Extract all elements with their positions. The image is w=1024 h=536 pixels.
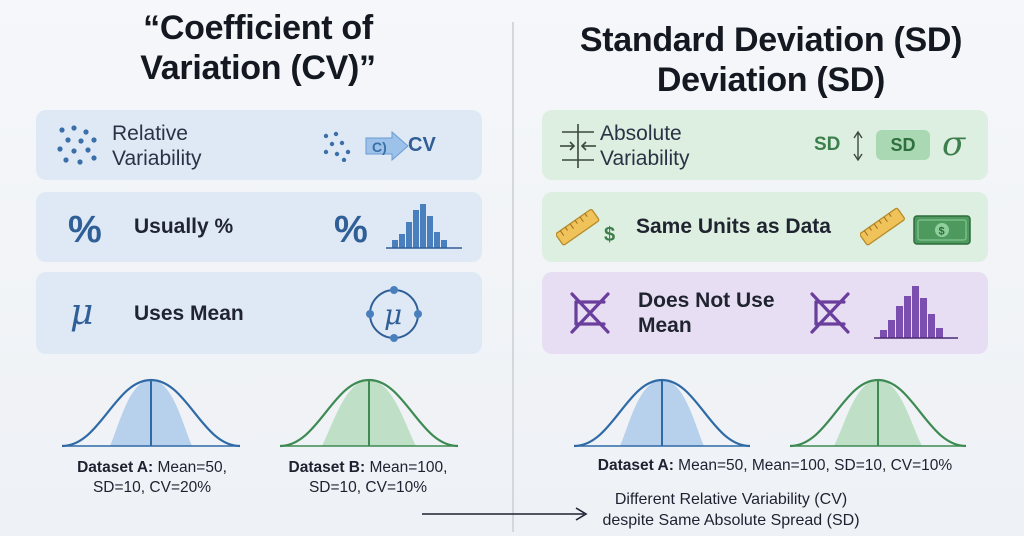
sd-range-icon <box>853 130 863 162</box>
svg-text:C): C) <box>372 139 387 155</box>
sd-box: SD <box>876 130 930 160</box>
svg-text:μ: μ <box>384 298 402 331</box>
ruler-dollar-icon <box>556 208 600 246</box>
dollar-symbol: $ <box>604 224 616 246</box>
caption-dataset-a: Dataset A: Mean=50, SD=10, CV=20% <box>77 459 227 496</box>
sigma-icon: σ <box>942 124 966 164</box>
curve-dataset-b <box>279 378 459 448</box>
spread-arrows-icon <box>560 124 596 168</box>
relative-variability-label: Relative Variability <box>112 122 202 170</box>
svg-text:%: % <box>68 209 102 248</box>
footnote: Different Relative Variability (CV) desp… <box>602 491 860 529</box>
right-title-line2: Deviation (SD) <box>656 61 886 99</box>
svg-text:%: % <box>334 209 368 248</box>
card-absolute-variability: Absolute Variability SD SD σ <box>542 110 988 180</box>
arrow-to-footnote <box>422 507 588 521</box>
uses-mean-label: Uses Mean <box>134 302 244 325</box>
percent-icon-right: % <box>334 209 368 248</box>
center-divider <box>512 22 514 532</box>
curve-dataset-a <box>61 378 241 448</box>
cv-label: CV <box>408 134 436 156</box>
sd-text: SD <box>814 134 841 155</box>
ruler-money-icon: $ <box>860 207 971 246</box>
card-same-units: $ Same Units as Data $ <box>542 192 988 262</box>
svg-text:$: $ <box>939 226 945 238</box>
curve-right-a <box>573 378 751 448</box>
histogram-icon-purple <box>874 286 958 339</box>
same-units-label: Same Units as Data <box>636 215 831 238</box>
dots-arrow-icon: C) <box>323 130 409 162</box>
absolute-variability-label: Absolute Variability <box>600 122 690 170</box>
left-title-line2: Variation (CV)” <box>140 49 376 87</box>
dots-icon <box>57 125 97 165</box>
right-title: Standard Deviation (SD) Deviation (SD) <box>532 20 1010 100</box>
card-usually-percent: % Usually % % <box>36 192 482 262</box>
card-relative-variability: Relative Variability C) CV <box>36 110 482 180</box>
mu-icon: μ <box>70 292 93 333</box>
crossed-mean-icon-right <box>810 292 850 334</box>
left-title-line1: “Coefficient of <box>143 9 373 47</box>
percent-icon: % <box>68 209 102 248</box>
caption-right-dataset: Dataset A: Mean=50, Mean=100, SD=10, CV=… <box>597 457 953 474</box>
mu-circle-icon: μ <box>366 286 422 342</box>
left-title: “Coefficient of Variation (CV)” <box>20 8 496 88</box>
usually-percent-label: Usually % <box>134 215 234 238</box>
card-does-not-use-mean: Does Not Use Mean <box>542 272 988 354</box>
caption-dataset-b: Dataset B: Mean=100, SD=10, CV=10% <box>288 459 448 496</box>
does-not-use-mean-label: Does Not Use Mean <box>638 289 775 337</box>
right-title-line1: Standard Deviation (SD) <box>579 21 963 59</box>
crossed-mean-icon <box>570 292 610 334</box>
histogram-icon <box>386 204 462 249</box>
curve-right-b <box>789 378 967 448</box>
svg-text:μ: μ <box>70 292 93 333</box>
card-uses-mean: μ Uses Mean μ <box>36 272 482 354</box>
